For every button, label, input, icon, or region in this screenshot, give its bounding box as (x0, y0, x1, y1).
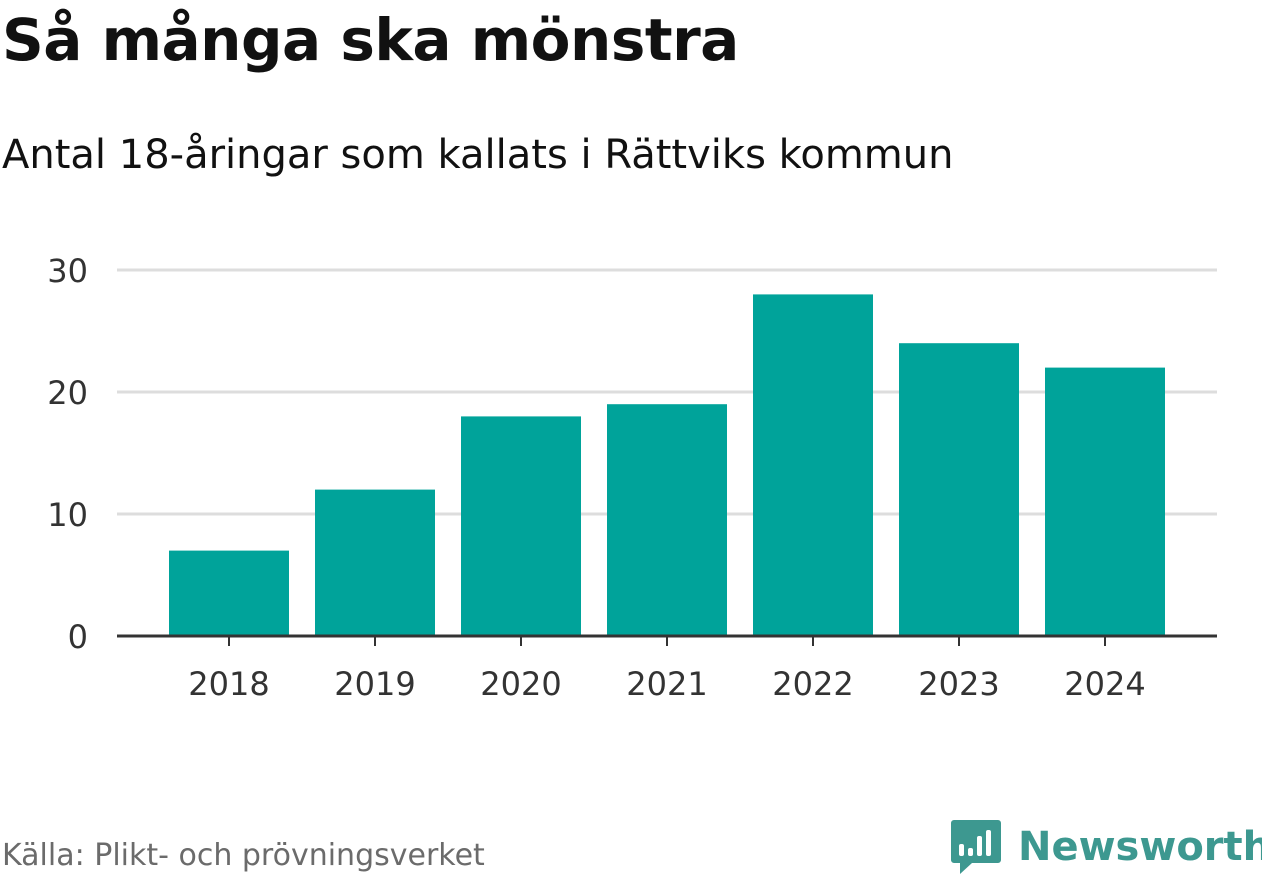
bar-2024 (1045, 367, 1165, 636)
brand-name: Newsworthy (1018, 824, 1262, 870)
y-tick-label-10: 10 (47, 496, 88, 534)
bar-2022 (753, 294, 873, 636)
source-note: Källa: Plikt- och prövningsverket (2, 838, 485, 873)
x-tick-label-2018: 2018 (188, 665, 269, 703)
bar-2023 (899, 343, 1019, 636)
chart-title: Så många ska mönstra (2, 6, 739, 74)
bar-2018 (169, 550, 289, 636)
bar-2020 (461, 416, 581, 636)
chart-subtitle: Antal 18-åringar som kallats i Rättviks … (2, 132, 954, 178)
bars (169, 294, 1165, 636)
brand-logo: Newsworthy (950, 818, 1262, 876)
x-tick-label-2023: 2023 (918, 665, 999, 703)
bar-chart-icon (951, 820, 1001, 874)
x-tick-label-2020: 2020 (480, 665, 561, 703)
y-axis-ticks: 0 10 20 30 (47, 252, 88, 656)
x-tick-label-2022: 2022 (772, 665, 853, 703)
bar-2021 (607, 404, 727, 636)
x-tick-label-2024: 2024 (1064, 665, 1145, 703)
x-tick-label-2021: 2021 (626, 665, 707, 703)
y-tick-label-0: 0 (68, 618, 88, 656)
y-tick-label-30: 30 (47, 252, 88, 290)
x-tick-label-2019: 2019 (334, 665, 415, 703)
y-tick-label-20: 20 (47, 374, 88, 412)
bar-2019 (315, 489, 435, 636)
x-axis-ticks: 2018 2019 2020 2021 2022 2023 2024 (188, 636, 1146, 703)
